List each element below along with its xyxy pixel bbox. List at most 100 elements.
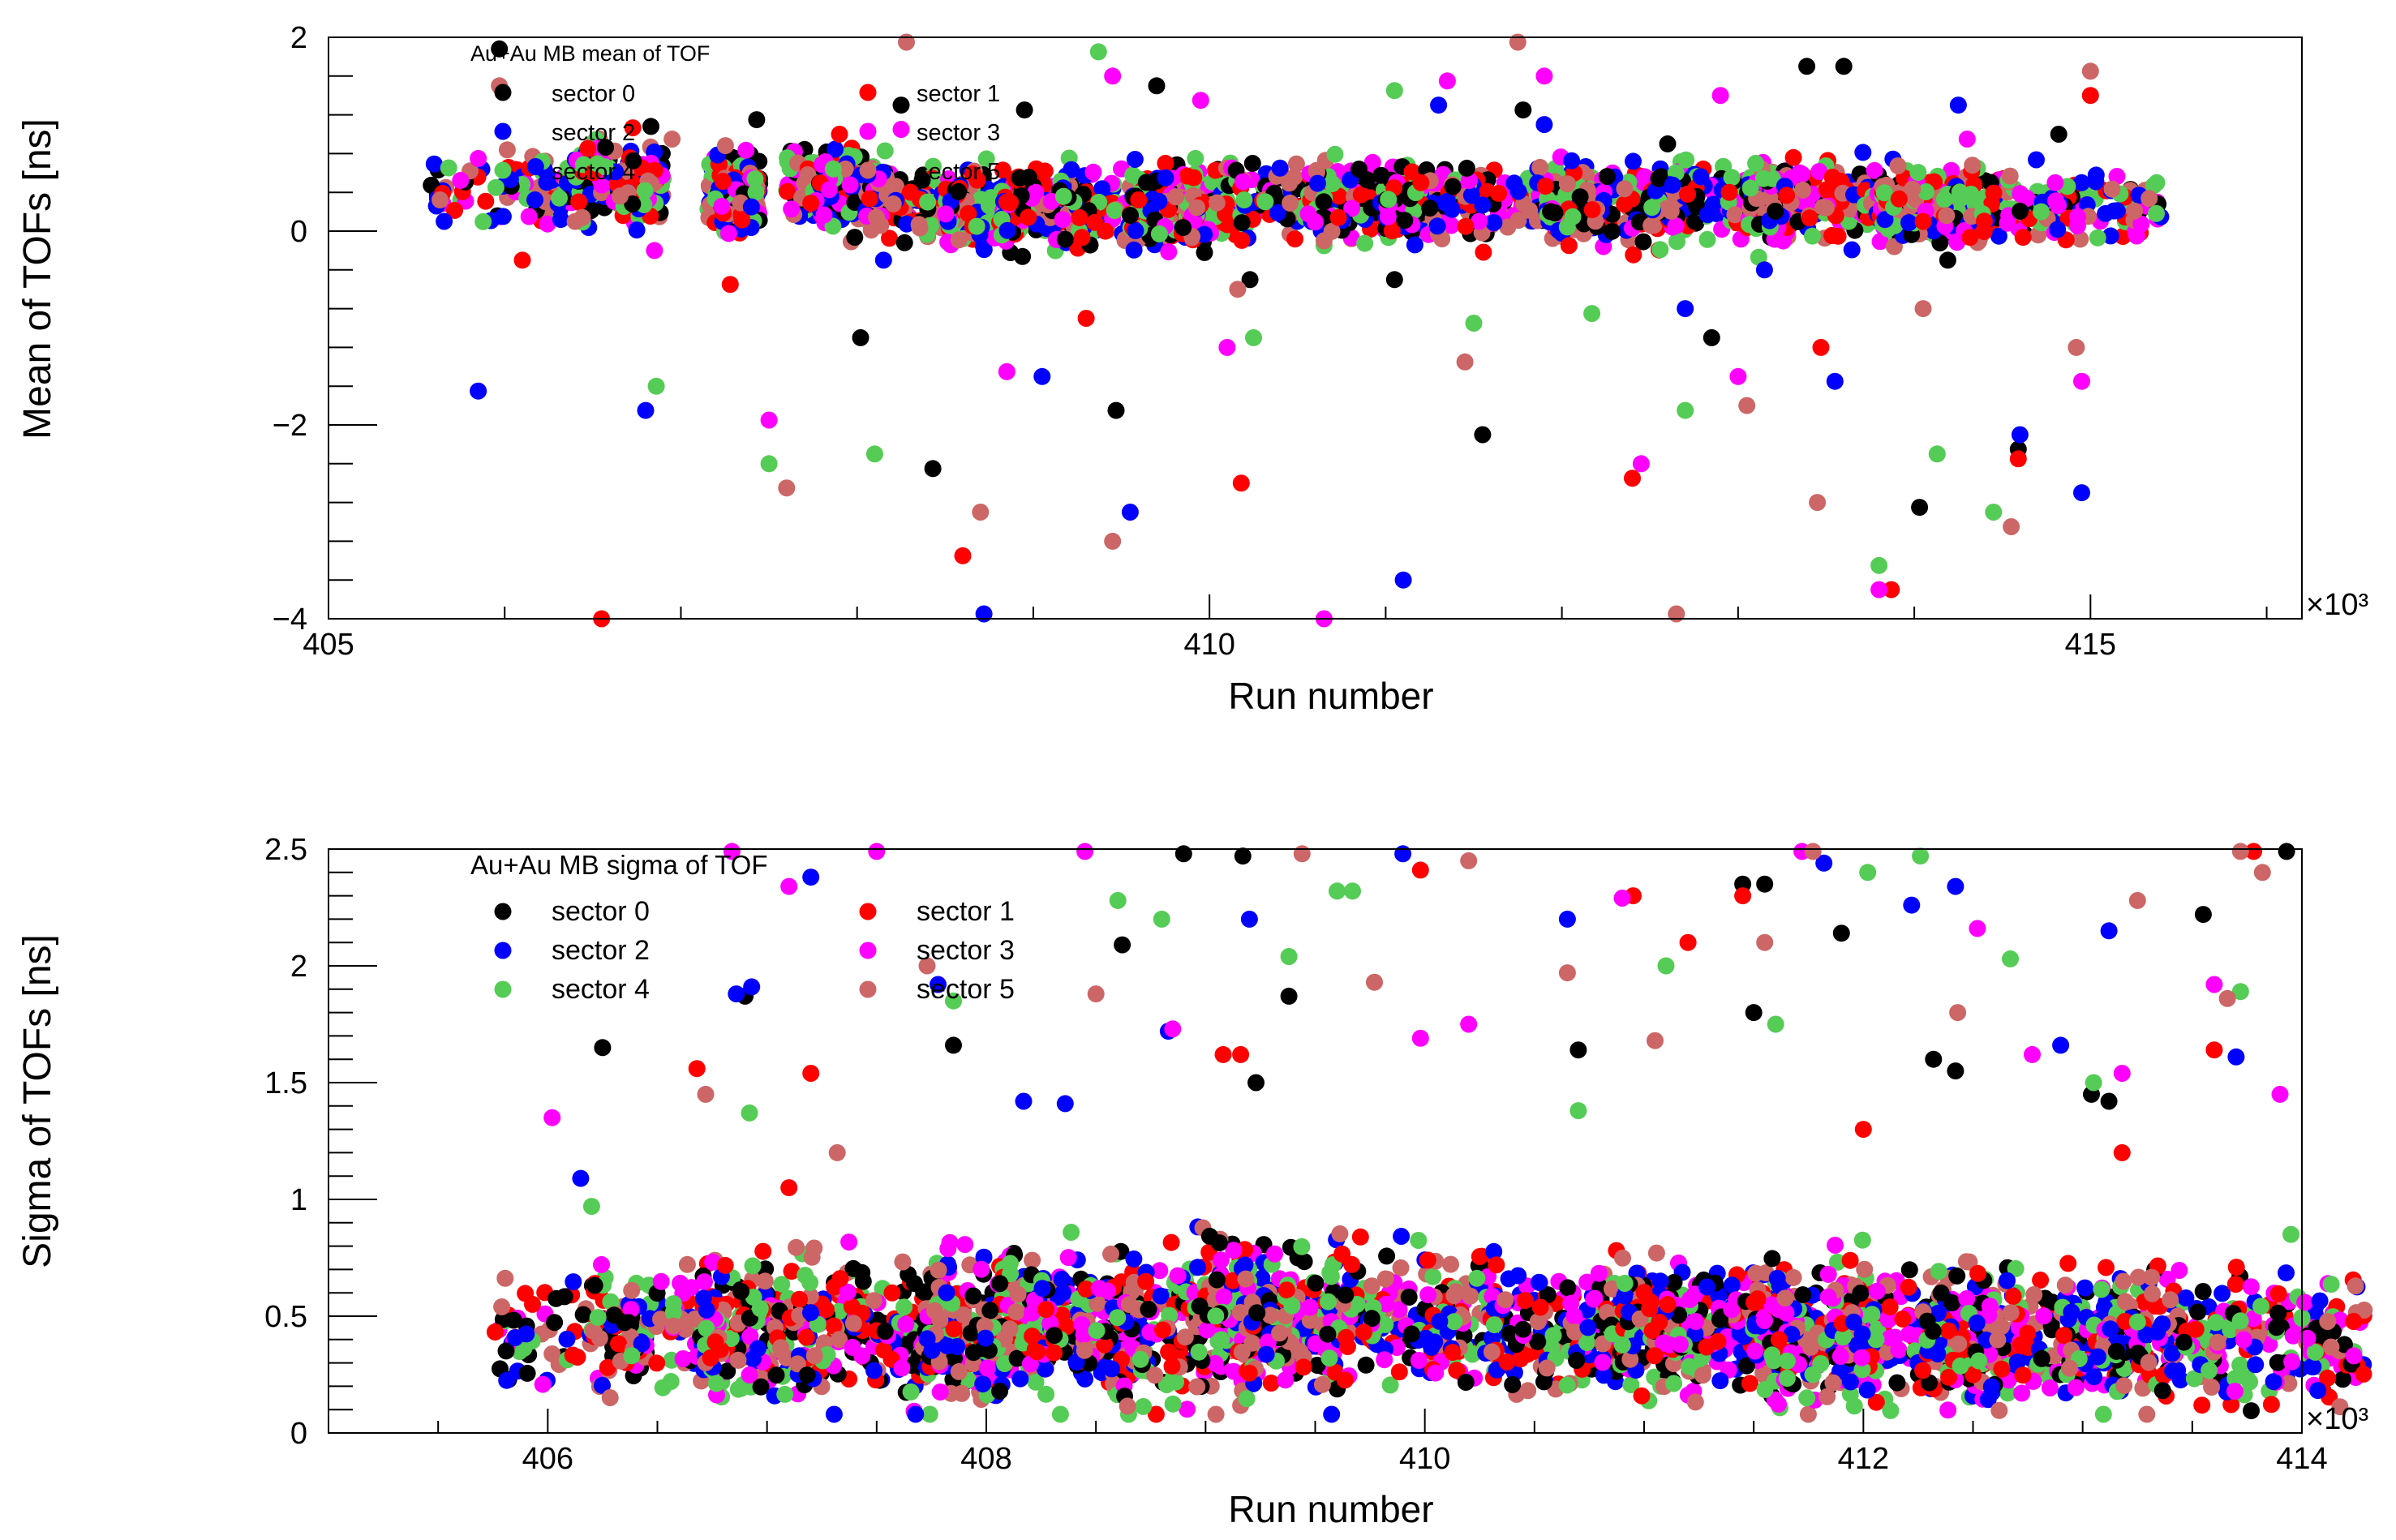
sector-1-cluster-point: [1020, 208, 1037, 226]
sector-3-cluster-point: [1225, 1362, 1243, 1380]
sector-4-cluster-point: [551, 189, 568, 207]
sector-5-cluster-point: [1261, 1306, 1279, 1324]
mean-tof-y-axis-label: Mean of TOFs [ns]: [16, 118, 59, 440]
sector-4-cluster-point: [664, 1303, 682, 1321]
sector-4-cluster-point: [1326, 145, 1344, 163]
sector-1-cluster-point: [1024, 1328, 1041, 1345]
sector-0-cluster-point: [876, 1323, 894, 1341]
sector-0-cluster-point: [1307, 1274, 1325, 1292]
sector-3-cluster-point: [1307, 213, 1324, 231]
sector-4-cluster-point: [1320, 1349, 1338, 1367]
sector-3-cluster-point: [2047, 192, 2065, 210]
sector-3-point: [1870, 581, 1888, 598]
sector-5-cluster-point: [1243, 1334, 1261, 1352]
sector-4-cluster-point: [1741, 179, 1759, 197]
sector-1-point: [2009, 450, 2027, 468]
sector-2-cluster-point: [558, 1330, 576, 1348]
sector-0-cluster-point: [1363, 1310, 1380, 1328]
sector-4-point: [1089, 43, 1107, 61]
sector-2-cluster-point: [975, 241, 993, 259]
mean-tof-dense-clouds: [423, 119, 2170, 266]
sector-2-cluster-point: [2097, 204, 2115, 222]
sector-4-cluster-point: [1723, 169, 1741, 187]
mean-tof-plot-frame: [328, 36, 2303, 620]
sector-0-cluster-point: [1315, 193, 1333, 211]
sector-5-cluster-point: [836, 160, 854, 178]
sector-4-cluster-point: [1124, 166, 1142, 184]
sector-3-cluster-point: [841, 176, 859, 194]
sector-1-cluster-point: [1240, 1364, 1258, 1382]
sector-2-cluster-point: [1485, 1242, 1503, 1260]
sector-5-cluster-point: [1445, 1287, 1463, 1304]
sector-2-cluster-point: [1076, 1370, 1094, 1388]
sector-3-cluster-point: [1151, 1262, 1169, 1280]
sector-2-cluster-point: [1011, 1370, 1029, 1388]
sector-4-cluster-point: [474, 212, 492, 230]
sector-2-cluster-point: [526, 158, 544, 175]
sector-4-cluster-point: [1157, 1376, 1175, 1393]
sector-1-point: [1720, 183, 1738, 201]
sector-5-legend-label: sector 5: [917, 159, 1000, 185]
sector-5-cluster-point: [1102, 1245, 1119, 1263]
sector-4-cluster-point: [1190, 1343, 1208, 1361]
sector-5-cluster-point: [1662, 202, 1680, 220]
sector-5-cluster-point: [2141, 190, 2158, 208]
sector-2-cluster-point: [865, 1362, 882, 1379]
sector-2-cluster-point: [1152, 1287, 1170, 1305]
sector-1-cluster-point: [1985, 184, 2003, 202]
sector-1-cluster-point: [1185, 169, 1203, 187]
sector-5-cluster-point: [1208, 194, 1226, 212]
sector-1-cluster-point: [1583, 201, 1601, 219]
sector-3-cluster-point: [1054, 211, 1071, 229]
sector-3-cluster-point: [741, 1366, 758, 1383]
sector-0-point: [1241, 271, 1259, 289]
sector-2-cluster-point: [552, 211, 569, 229]
sigma-tof-dense-clouds: [486, 1218, 2373, 1423]
sector-2-cluster-point: [1563, 152, 1581, 169]
mean-tof-x-ticks: 405 410 415: [303, 594, 2268, 662]
sector-5-point: [1738, 397, 1756, 414]
sector-0-cluster-point: [1337, 1286, 1355, 1304]
sector-4-point: [1928, 445, 1946, 463]
sector-3-cluster-point: [1169, 1267, 1187, 1285]
sector-0-cluster-point: [1243, 154, 1261, 172]
sector-2-cluster-point: [1189, 1259, 1206, 1276]
sector-0-cluster-point: [1008, 1349, 1026, 1367]
sector-5-cluster-point: [1483, 1343, 1501, 1361]
sector-4-cluster-point: [1875, 184, 1893, 202]
sector-2-cluster-point: [1053, 1270, 1071, 1288]
sector-4-cluster-point: [902, 1383, 920, 1401]
sector-4-cluster-point: [636, 182, 654, 199]
sector-0-cluster-point: [546, 1314, 564, 1332]
sector-0-cluster-point: [1396, 212, 1414, 229]
sector-5-cluster-point: [1904, 180, 1922, 198]
sector-2-point: [742, 198, 760, 216]
sector-1-point: [1624, 470, 1641, 487]
sector-0-cluster-point: [719, 1362, 736, 1380]
sector-1-point: [721, 276, 739, 294]
sector-1-cluster-point: [1419, 1251, 1436, 1269]
sector-4-cluster-point: [1356, 234, 1374, 252]
sector-2-point: [637, 401, 655, 419]
sector-4-point: [1870, 556, 1888, 574]
sector-3-cluster-point: [1277, 1371, 1295, 1389]
sector-2-cluster-point: [974, 1375, 992, 1393]
sector-1-cluster-point: [779, 182, 797, 200]
sector-4-legend-marker: [494, 161, 512, 179]
sector-2-cluster-point: [1854, 144, 1872, 161]
sector-0-cluster-point: [586, 1276, 603, 1294]
sector-4-cluster-point: [589, 155, 607, 173]
sector-0-point: [1911, 499, 1929, 517]
sector-1-cluster-point: [1890, 190, 1908, 208]
sector-5-cluster-point: [1531, 158, 1549, 176]
sector-1-cluster-point: [1975, 212, 1993, 230]
sector-5-cluster-point: [1119, 1397, 1136, 1415]
sector-5-cluster-point: [1313, 1375, 1331, 1393]
sector-2-cluster-point: [1625, 152, 1642, 170]
sector-2-cluster-point: [1431, 1312, 1449, 1330]
sector-4-cluster-point: [1027, 1373, 1045, 1391]
sector-5-cluster-point: [1089, 1294, 1106, 1312]
sector-5-cluster-point: [1282, 194, 1299, 212]
sector-2-cluster-point: [1439, 192, 1457, 210]
